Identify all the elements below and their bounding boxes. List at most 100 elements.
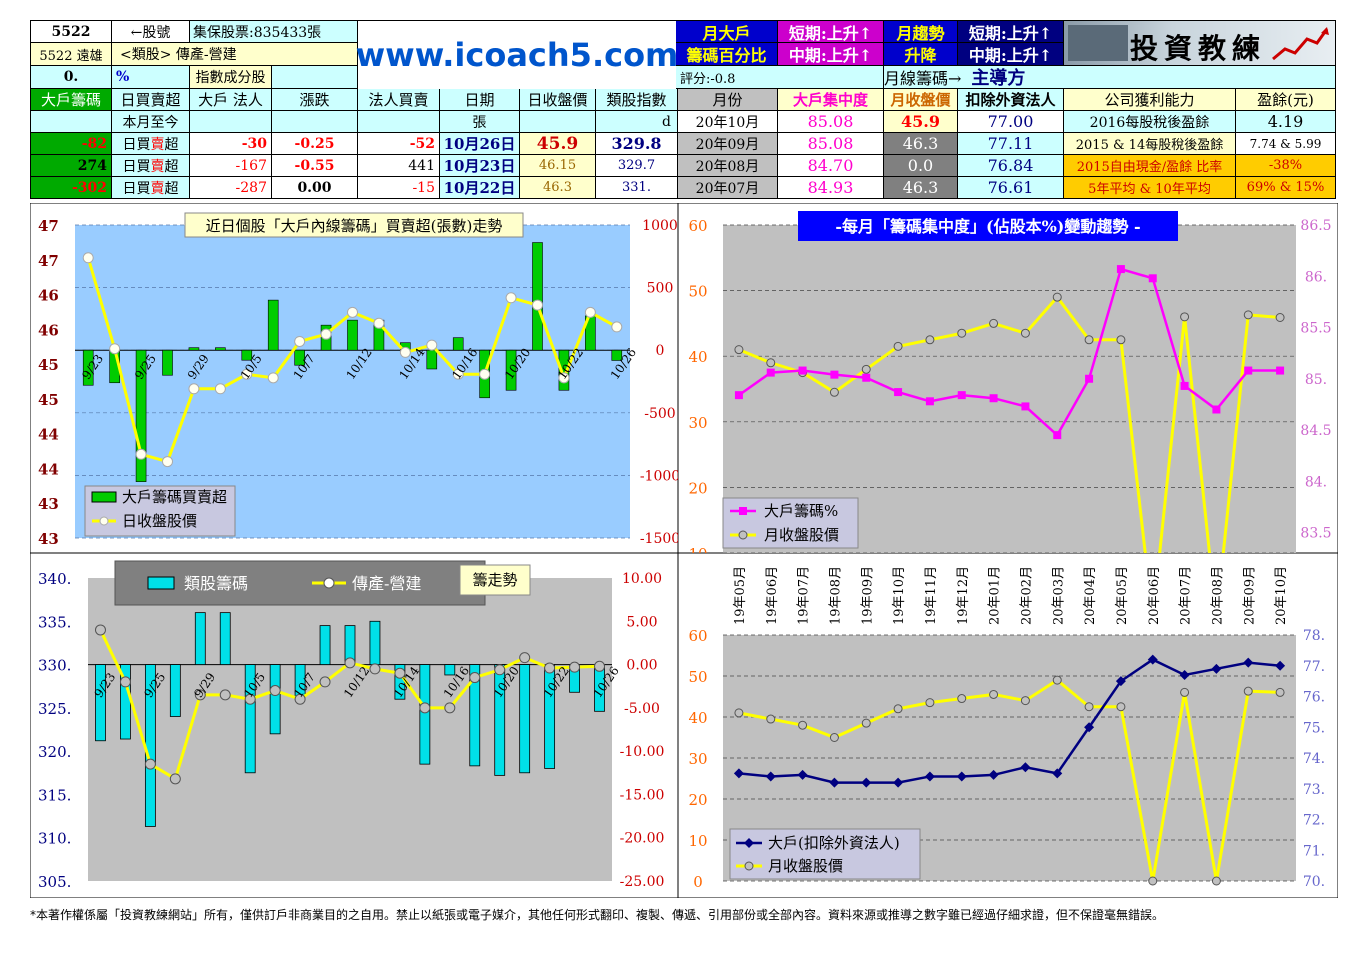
data-point: [394, 667, 406, 679]
data-point: [1180, 687, 1190, 697]
y-right-tick: -25.00: [620, 874, 665, 890]
data-point: [323, 577, 335, 589]
title-box: [184, 212, 524, 238]
data-point: [558, 372, 570, 384]
bar: [219, 612, 231, 665]
y-left-tick: 310.: [38, 830, 71, 848]
data-point: [1275, 660, 1286, 671]
bar: [469, 664, 481, 767]
data-point: [1180, 312, 1190, 322]
data-point: [734, 345, 744, 355]
row-date: 10月26日: [440, 133, 520, 155]
y-right-tick: -20.00: [620, 831, 665, 847]
header-4: 法人買賣: [358, 89, 440, 111]
header-5: 日期: [440, 89, 520, 111]
bar: [505, 349, 517, 391]
bar: [419, 664, 431, 765]
legend-swatch: [739, 507, 747, 515]
data-point: [519, 652, 531, 664]
y-right-tick: 85.: [1305, 372, 1327, 388]
y-left-tick: 45: [38, 356, 59, 374]
data-point: [925, 698, 935, 708]
data-point: [744, 861, 754, 871]
data-point: [294, 693, 306, 705]
data-point: [1243, 686, 1253, 696]
bar: [444, 664, 456, 676]
shares-count: 集保股票:835433張: [190, 20, 358, 43]
legend-swatch: [147, 576, 175, 590]
y-left-tick: 44: [38, 460, 59, 478]
bar: [369, 620, 381, 665]
site-banner[interactable]: www.icoach5.com: [355, 20, 679, 89]
y-right-tick: 71.: [1303, 843, 1325, 859]
data-point: [169, 773, 181, 785]
row-close: 46.15: [520, 155, 596, 177]
x-tick: 20年05月: [1115, 566, 1130, 625]
data-point: [798, 720, 808, 730]
row-profit: 2015自由現金/盈餘 比率: [1064, 155, 1236, 177]
data-point: [1148, 274, 1157, 283]
header-0: 大戶籌碼: [30, 89, 112, 111]
data-point: [1211, 663, 1222, 674]
site-url[interactable]: www.icoach5.com: [355, 36, 679, 74]
data-point: [135, 448, 147, 460]
data-point: [861, 718, 871, 728]
x-tick: 20年10月: [1274, 566, 1289, 625]
data-point: [294, 335, 306, 347]
data-point: [1020, 328, 1030, 338]
y-right-tick: 83.5: [1300, 526, 1331, 542]
data-point: [532, 299, 543, 311]
row-type: 日買賣超: [112, 133, 190, 155]
data-point: [544, 662, 556, 674]
bar: [269, 664, 281, 735]
y-left-tick: 40: [688, 709, 707, 727]
pct-value: 0.: [30, 66, 112, 89]
x-tick: 19年11月: [924, 566, 939, 625]
data-point: [1115, 676, 1126, 687]
y-right-tick: -10.00: [620, 744, 665, 760]
monthly-excl-foreign-chart: 19年05月 19年06月 19年07月 19年08月 19年09月 19年10月 19年1…: [678, 553, 1338, 898]
series-line: [738, 294, 1281, 553]
x-tick: 19年05月: [733, 566, 748, 625]
lead-label: 主導方: [971, 68, 1026, 89]
month-big-label: 月大戶: [676, 20, 778, 43]
stock-category: <類股> 傳產-營建: [112, 43, 358, 66]
y-left-tick: 44: [38, 426, 59, 444]
y-left-tick: 335.: [38, 613, 71, 631]
bar: [452, 337, 464, 351]
row-inst: -52: [358, 133, 440, 155]
y-right-tick: 76.: [1303, 690, 1325, 706]
y-left-tick: 320.: [38, 743, 71, 761]
data-point: [469, 672, 481, 684]
row-chg: -0.55: [272, 155, 358, 177]
data-point: [989, 318, 999, 328]
y-left-tick: 43: [38, 495, 59, 513]
y-right-tick: 500: [647, 281, 674, 297]
x-tick: 19年10月: [892, 566, 907, 625]
row-conc: 85.08: [778, 133, 884, 155]
series-line: [738, 267, 1281, 438]
data-point: [1084, 335, 1094, 345]
y-left-tick: 46: [38, 287, 59, 305]
row-eps: 69% & 15%: [1236, 177, 1336, 199]
y-right-tick: 86.: [1305, 269, 1327, 285]
data-point: [611, 321, 623, 333]
data-point: [893, 704, 903, 714]
data-point: [479, 368, 491, 380]
y-right-tick: 86.5: [1300, 218, 1331, 234]
x-tick: 19年07月: [797, 566, 812, 625]
row-excl: 77.11: [958, 133, 1064, 155]
mid-trend-2: 中期:上升↑: [958, 43, 1064, 66]
data-point: [1148, 876, 1158, 886]
data-point: [957, 391, 966, 400]
data-point: [399, 346, 411, 358]
y-right-tick: 84.: [1305, 474, 1327, 490]
data-point: [925, 397, 934, 406]
data-point: [194, 689, 206, 701]
stock-name: 5522 遠雄: [30, 43, 112, 66]
logo-text: 投資教練: [1130, 32, 1267, 65]
chip-pct-label: 籌碼百分比: [676, 43, 778, 66]
data-point: [452, 368, 464, 380]
legend-label: 大戶籌碼%: [764, 502, 838, 520]
data-point: [344, 657, 356, 669]
